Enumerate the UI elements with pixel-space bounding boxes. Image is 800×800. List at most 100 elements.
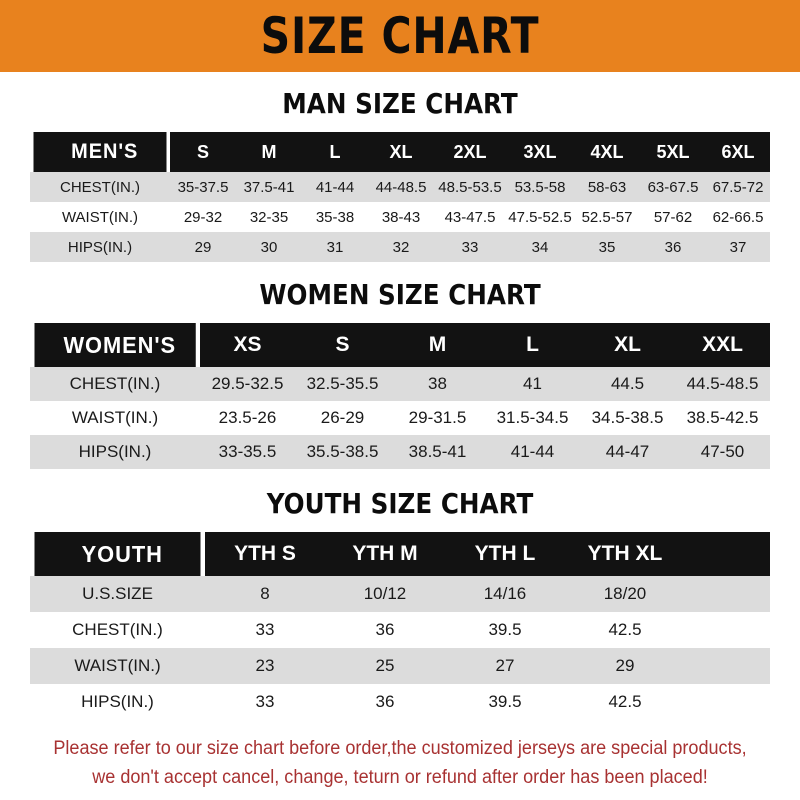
table-row: CHEST(IN.) 29.5-32.5 32.5-35.5 38 41 44.… (30, 367, 770, 401)
youth-us-size-l: 14/16 (445, 576, 565, 612)
women-chest-xl: 44.5 (580, 367, 675, 401)
men-chest-6xl: 67.5-72 (706, 172, 770, 202)
youth-chest-spacer (685, 612, 770, 648)
men-hips-6xl: 37 (706, 232, 770, 262)
men-chest-m: 37.5-41 (236, 172, 302, 202)
youth-waist-xl: 29 (565, 648, 685, 684)
men-hips-m: 30 (236, 232, 302, 262)
youth-row-label-hips: HIPS(IN.) (30, 684, 205, 720)
women-waist-s: 26-29 (295, 401, 390, 435)
women-header-size-xl: XL (580, 323, 675, 367)
men-header-size-l: L (302, 132, 368, 172)
men-header-size-5xl: 5XL (640, 132, 706, 172)
men-chest-3xl: 53.5-58 (506, 172, 574, 202)
women-chest-m: 38 (390, 367, 485, 401)
men-hips-l: 31 (302, 232, 368, 262)
youth-us-size-s: 8 (205, 576, 325, 612)
men-header-size-2xl: 2XL (434, 132, 506, 172)
youth-size-table: YOUTH YTH S YTH M YTH L YTH XL U.S.SIZE … (30, 532, 770, 720)
men-size-table: MEN'S S M L XL 2XL 3XL 4XL 5XL 6XL CHEST… (30, 132, 770, 262)
youth-row-label-us-size: U.S.SIZE (30, 576, 205, 612)
youth-header-spacer (685, 532, 770, 576)
women-header-label: WOMEN'S (34, 323, 196, 367)
women-waist-l: 31.5-34.5 (485, 401, 580, 435)
women-row-label-chest: CHEST(IN.) (30, 367, 200, 401)
youth-header-label: YOUTH (34, 532, 201, 576)
page-title: SIZE CHART (260, 7, 540, 65)
youth-us-size-spacer (685, 576, 770, 612)
women-row-label-waist: WAIST(IN.) (30, 401, 200, 435)
women-hips-xxl: 47-50 (675, 435, 770, 469)
table-row: CHEST(IN.) 33 36 39.5 42.5 (30, 612, 770, 648)
men-hips-xl: 32 (368, 232, 434, 262)
table-row: HIPS(IN.) 33-35.5 35.5-38.5 38.5-41 41-4… (30, 435, 770, 469)
men-header-label: MEN'S (33, 132, 167, 172)
women-hips-l: 41-44 (485, 435, 580, 469)
youth-header-size-xl: YTH XL (565, 532, 685, 576)
women-chest-l: 41 (485, 367, 580, 401)
women-waist-xxl: 38.5-42.5 (675, 401, 770, 435)
women-hips-xl: 44-47 (580, 435, 675, 469)
men-header-size-6xl: 6XL (706, 132, 770, 172)
men-hips-4xl: 35 (574, 232, 640, 262)
youth-waist-s: 23 (205, 648, 325, 684)
youth-us-size-m: 10/12 (325, 576, 445, 612)
men-chest-l: 41-44 (302, 172, 368, 202)
women-size-table: WOMEN'S XS S M L XL XXL CHEST(IN.) 29.5-… (30, 323, 770, 469)
women-waist-m: 29-31.5 (390, 401, 485, 435)
youth-us-size-xl: 18/20 (565, 576, 685, 612)
section-title-women: WOMEN SIZE CHART (259, 278, 541, 311)
disclaimer-line-2: we don't accept cancel, change, teturn o… (92, 767, 708, 788)
women-hips-m: 38.5-41 (390, 435, 485, 469)
men-waist-4xl: 52.5-57 (574, 202, 640, 232)
table-row: HIPS(IN.) 29 30 31 32 33 34 35 36 37 (30, 232, 770, 262)
women-header-size-m: M (390, 323, 485, 367)
table-row: CHEST(IN.) 35-37.5 37.5-41 41-44 44-48.5… (30, 172, 770, 202)
section-title-man: MAN SIZE CHART (282, 87, 518, 120)
youth-chest-s: 33 (205, 612, 325, 648)
youth-header-size-l: YTH L (445, 532, 565, 576)
women-row-label-hips: HIPS(IN.) (30, 435, 200, 469)
table-row: WAIST(IN.) 29-32 32-35 35-38 38-43 43-47… (30, 202, 770, 232)
men-chest-5xl: 63-67.5 (640, 172, 706, 202)
women-header-size-l: L (485, 323, 580, 367)
section-title-youth: YOUTH SIZE CHART (266, 487, 534, 520)
men-hips-2xl: 33 (434, 232, 506, 262)
men-waist-6xl: 62-66.5 (706, 202, 770, 232)
men-header-size-s: S (170, 132, 236, 172)
youth-row-label-chest: CHEST(IN.) (30, 612, 205, 648)
table-row: HIPS(IN.) 33 36 39.5 42.5 (30, 684, 770, 720)
men-waist-s: 29-32 (170, 202, 236, 232)
women-waist-xs: 23.5-26 (200, 401, 295, 435)
table-row: U.S.SIZE 8 10/12 14/16 18/20 (30, 576, 770, 612)
youth-hips-xl: 42.5 (565, 684, 685, 720)
youth-header-size-s: YTH S (205, 532, 325, 576)
men-chest-2xl: 48.5-53.5 (434, 172, 506, 202)
youth-hips-l: 39.5 (445, 684, 565, 720)
men-row-label-waist: WAIST(IN.) (30, 202, 170, 232)
disclaimer-line-1: Please refer to our size chart before or… (53, 738, 747, 759)
youth-hips-m: 36 (325, 684, 445, 720)
women-chest-xxl: 44.5-48.5 (675, 367, 770, 401)
men-waist-xl: 38-43 (368, 202, 434, 232)
youth-table-header-row: YOUTH YTH S YTH M YTH L YTH XL (30, 532, 770, 576)
men-table-header-row: MEN'S S M L XL 2XL 3XL 4XL 5XL 6XL (30, 132, 770, 172)
youth-header-size-m: YTH M (325, 532, 445, 576)
women-table-header-row: WOMEN'S XS S M L XL XXL (30, 323, 770, 367)
table-row: WAIST(IN.) 23.5-26 26-29 29-31.5 31.5-34… (30, 401, 770, 435)
table-row: WAIST(IN.) 23 25 27 29 (30, 648, 770, 684)
section-man: MAN SIZE CHART MEN'S S M L XL 2XL 3XL 4X… (0, 90, 800, 262)
men-hips-3xl: 34 (506, 232, 574, 262)
men-row-label-hips: HIPS(IN.) (30, 232, 170, 262)
men-header-size-4xl: 4XL (574, 132, 640, 172)
men-waist-2xl: 43-47.5 (434, 202, 506, 232)
size-chart-banner: SIZE CHART (0, 0, 800, 72)
youth-chest-xl: 42.5 (565, 612, 685, 648)
men-waist-l: 35-38 (302, 202, 368, 232)
men-chest-xl: 44-48.5 (368, 172, 434, 202)
women-header-size-xxl: XXL (675, 323, 770, 367)
men-chest-4xl: 58-63 (574, 172, 640, 202)
disclaimer-note: Please refer to our size chart before or… (20, 734, 780, 792)
youth-hips-s: 33 (205, 684, 325, 720)
